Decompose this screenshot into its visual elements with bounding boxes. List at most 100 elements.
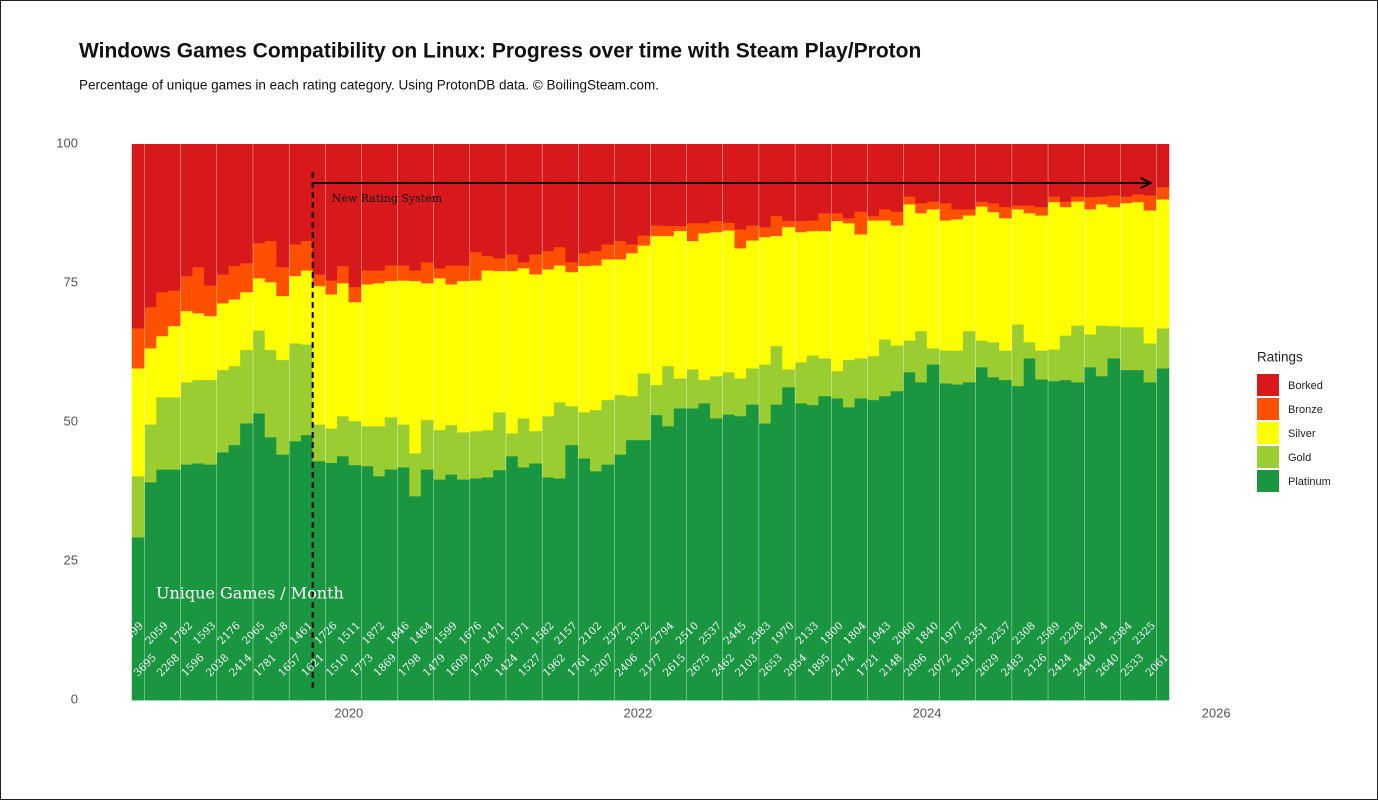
bar-segment	[890, 211, 904, 226]
bar-segment	[975, 366, 989, 701]
bar-segment	[650, 414, 664, 701]
bar-segment	[782, 220, 795, 228]
bar-segment	[673, 408, 687, 701]
bar-segment	[433, 144, 447, 269]
bar-segment	[131, 368, 145, 477]
bar-segment	[842, 144, 856, 219]
bar-segment	[445, 474, 459, 701]
legend-label: Silver	[1288, 428, 1316, 440]
bar-segment	[999, 350, 1012, 381]
bar-segment	[1023, 358, 1037, 701]
bar-segment	[445, 144, 459, 266]
bar-segment	[420, 144, 434, 263]
bar-segment	[276, 144, 289, 268]
legend-swatch	[1257, 422, 1279, 444]
bar-segment	[506, 144, 519, 255]
bar-segment	[470, 478, 483, 701]
bar-segment	[253, 277, 266, 331]
bar-segment	[433, 267, 447, 279]
bar-segment	[373, 425, 386, 477]
bar-segment	[517, 144, 531, 263]
bar-segment	[795, 231, 808, 363]
bar-segment	[589, 144, 603, 252]
bar-segment	[746, 225, 759, 241]
bar-segment	[939, 202, 953, 221]
bar-segment	[192, 463, 206, 701]
x-tick-label: 2020	[334, 705, 363, 720]
y-tick-label: 25	[64, 552, 78, 567]
bar-segment	[1012, 385, 1025, 701]
bar-segment	[1132, 194, 1145, 203]
bar-segment	[312, 424, 326, 462]
bar-segment	[601, 399, 615, 465]
bar-segment	[806, 355, 820, 406]
bar-segment	[1035, 215, 1048, 351]
bar-segment	[818, 212, 832, 232]
bar-segment	[709, 375, 723, 419]
bar-segment	[1071, 201, 1084, 326]
bar-segment	[433, 429, 447, 480]
bar-segment	[204, 464, 217, 701]
bar-segment	[1023, 212, 1037, 343]
bar-segment	[312, 460, 326, 701]
bar-segment	[734, 144, 748, 230]
bar-segment	[300, 270, 314, 345]
arrow-head	[1140, 177, 1153, 189]
bar-segment	[1048, 380, 1061, 701]
bar-segment	[879, 339, 892, 397]
bar-segment	[337, 415, 350, 457]
bar-segment	[470, 144, 483, 253]
bar-segment	[228, 365, 242, 446]
bar-segment	[842, 217, 856, 224]
legend-label: Borked	[1288, 380, 1323, 392]
bar-segment	[709, 231, 723, 377]
bar-segment	[1132, 326, 1145, 371]
bar-segment	[999, 206, 1012, 219]
bar-segment	[180, 275, 194, 312]
bar-segment	[770, 404, 784, 701]
bar-segment	[348, 144, 362, 288]
bar-segment	[312, 144, 326, 275]
bar-segment	[734, 378, 748, 417]
bar-segment	[409, 453, 422, 497]
bar-segment	[759, 364, 772, 424]
legend-swatch	[1257, 470, 1279, 492]
bar-segment	[493, 144, 506, 259]
bar-segment	[409, 495, 422, 701]
bar-segment	[1095, 325, 1109, 377]
bar-segment	[962, 144, 976, 210]
bar-segment	[831, 144, 845, 214]
bar-segment	[939, 220, 953, 351]
bar-segment	[734, 229, 748, 249]
bar-segment	[1132, 369, 1145, 701]
bar-segment	[1059, 201, 1073, 208]
bar-segment	[445, 424, 459, 475]
legend-title: Ratings	[1257, 350, 1303, 365]
bar-segment	[397, 424, 411, 468]
bar-segment	[578, 411, 592, 459]
bar-segment	[1059, 335, 1073, 381]
bar-segment	[879, 144, 892, 210]
bar-segment	[1120, 144, 1134, 197]
bar-segment	[746, 240, 759, 369]
bar-segment	[481, 255, 495, 271]
bar-segment	[276, 454, 289, 701]
bar-segment	[926, 209, 940, 349]
bar-segment	[529, 430, 542, 464]
bar-segment	[420, 261, 434, 284]
bar-segment	[253, 144, 266, 244]
bar-segment	[831, 398, 845, 701]
bar-segment	[361, 144, 375, 271]
bar-segment	[253, 330, 266, 414]
bar-segment	[542, 269, 555, 417]
bar-segment	[854, 234, 868, 359]
bar-segment	[506, 433, 519, 457]
bar-segment	[662, 425, 675, 701]
bar-segment	[1107, 206, 1121, 327]
bar-segment	[987, 376, 1001, 701]
bar-segment	[795, 403, 808, 701]
bar-segment	[975, 206, 989, 341]
bar-segment	[1012, 144, 1025, 206]
bar-segment	[144, 348, 158, 425]
